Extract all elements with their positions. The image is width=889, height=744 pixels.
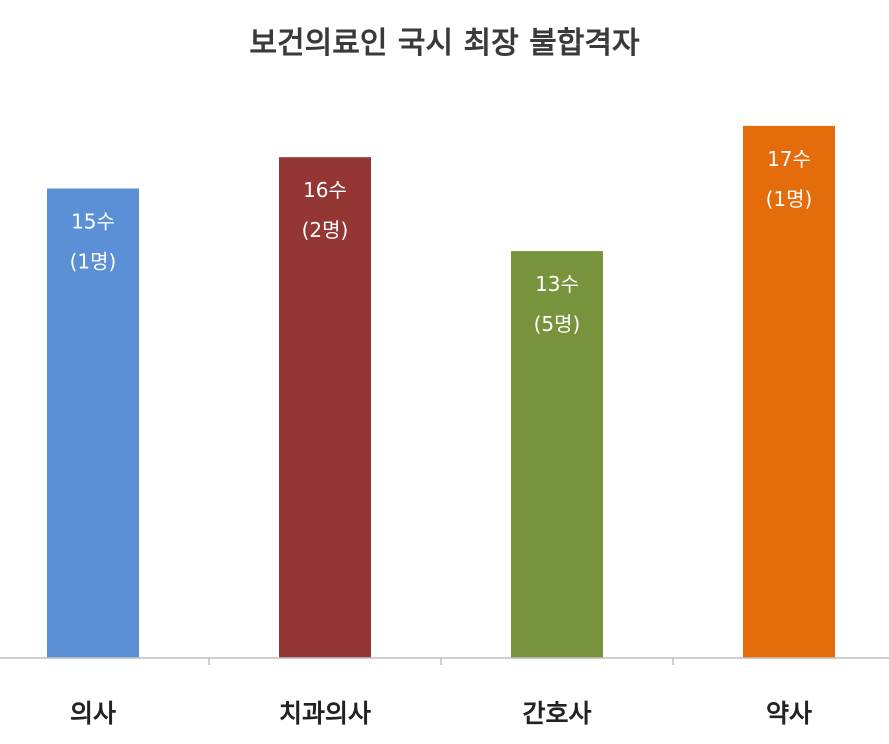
bar-count-label: (1명) <box>70 250 117 274</box>
category-label: 의사 <box>70 699 116 728</box>
labels-group: 15수 (1명) 의사 16수 (2명) 치과의사 13수 (5명) 간호사 17수 (1명) 약사 <box>70 147 813 728</box>
bar <box>511 251 603 658</box>
category-label: 약사 <box>766 699 812 728</box>
bar-value-label: 17수 <box>767 147 811 171</box>
bar-value-label: 15수 <box>71 210 115 234</box>
category-label: 간호사 <box>522 699 591 728</box>
bars-group <box>47 125 835 658</box>
x-axis-ticks <box>208 658 674 665</box>
bar <box>47 188 139 658</box>
bar-value-label: 13수 <box>535 272 579 296</box>
category-label: 치과의사 <box>279 699 371 728</box>
chart-title: 보건의료인 국시 최장 불합격자 <box>249 26 640 61</box>
bar-value-label: 16수 <box>303 178 347 202</box>
bar-count-label: (5명) <box>534 312 581 336</box>
bar-count-label: (1명) <box>766 187 813 211</box>
bar-count-label: (2명) <box>302 218 349 242</box>
bar <box>279 157 371 658</box>
bar <box>743 125 835 658</box>
